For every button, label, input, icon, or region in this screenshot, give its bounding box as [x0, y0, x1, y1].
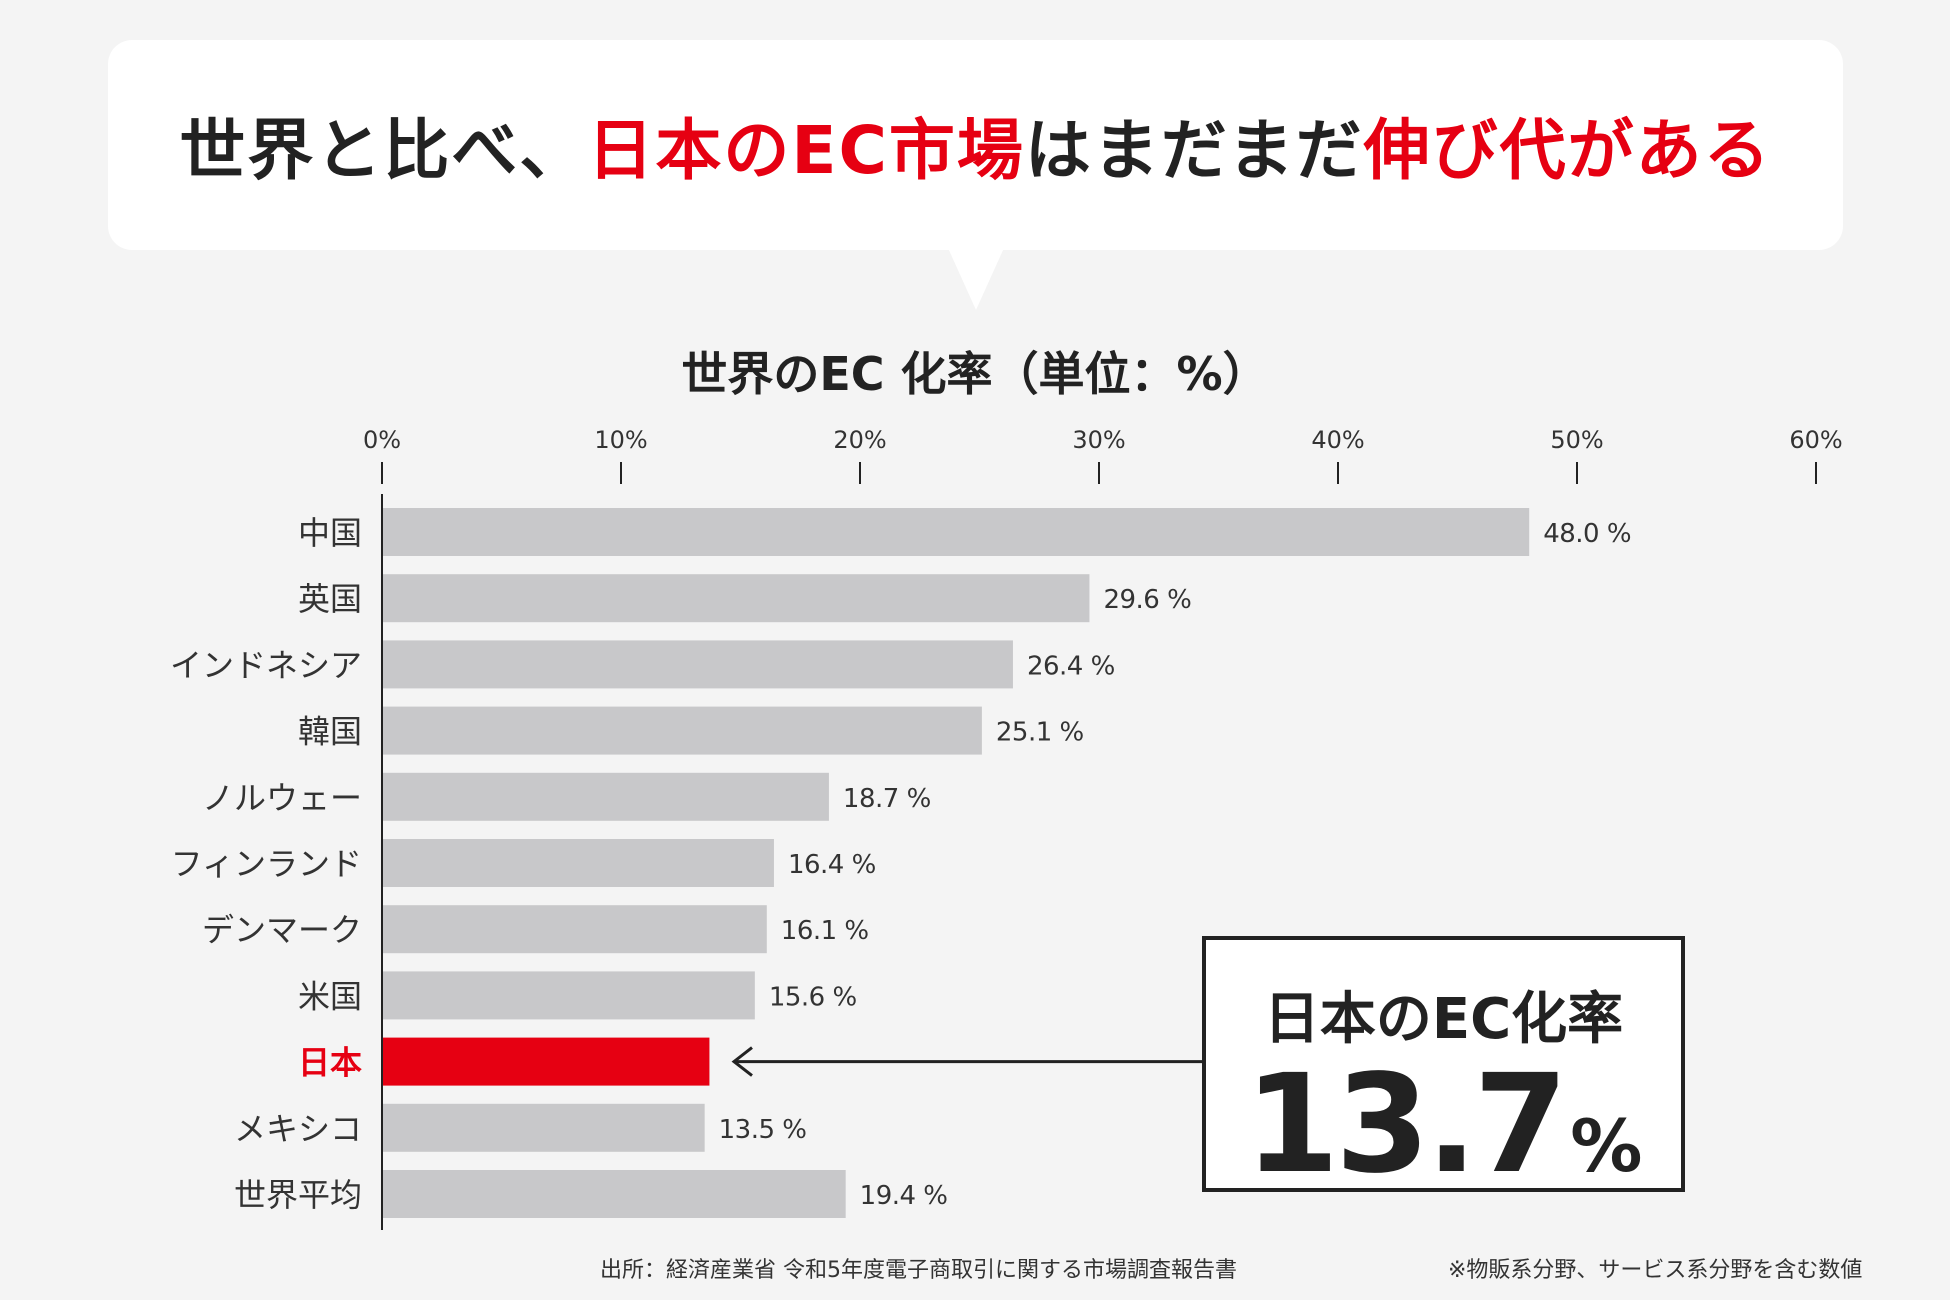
value-label-1: 29.6 %: [1103, 585, 1191, 615]
value-label-5: 16.4 %: [788, 850, 876, 880]
bar-10: [383, 1170, 846, 1218]
x-tick-label-40: 40%: [1311, 426, 1364, 454]
category-label-0: 中国: [298, 514, 362, 552]
x-tick-label-10: 10%: [594, 426, 647, 454]
source-note: 出所：経済産業省 令和5年度電子商取引に関する市場調査報告書: [600, 1258, 1237, 1283]
value-label-9: 13.5 %: [719, 1115, 807, 1145]
x-tick-label-60: 60%: [1789, 426, 1842, 454]
value-label-7: 15.6 %: [769, 982, 857, 1012]
value-label-10: 19.4 %: [860, 1181, 948, 1211]
headline-part1: 世界と比べ、: [179, 112, 588, 189]
bubble-tail: [948, 248, 1004, 310]
bar-5: [383, 839, 774, 887]
headline: 世界と比べ、日本のEC市場はまだまだ伸び代がある: [179, 97, 1771, 193]
category-label-7: 米国: [298, 977, 362, 1015]
callout-label: 日本のEC化率: [1263, 987, 1624, 1052]
x-tick-label-50: 50%: [1550, 426, 1603, 454]
category-label-10: 世界平均: [234, 1176, 362, 1214]
category-label-6: デンマーク: [202, 911, 362, 949]
category-label-1: 英国: [298, 580, 362, 618]
callout-box: 日本のEC化率 13.7%: [1202, 936, 1685, 1193]
headline-bubble: 世界と比べ、日本のEC市場はまだまだ伸び代がある: [108, 40, 1843, 250]
x-tick-label-30: 30%: [1072, 426, 1125, 454]
headline-part4: 伸び代がある: [1363, 112, 1772, 189]
x-tick-label-0: 0%: [363, 426, 401, 454]
value-label-4: 18.7 %: [843, 784, 931, 814]
callout-number: 13.7: [1244, 1046, 1569, 1204]
bar-2: [383, 640, 1013, 689]
value-label-3: 25.1 %: [996, 718, 1084, 748]
bar-8: [383, 1037, 710, 1086]
bar-3: [383, 706, 982, 755]
bar-4: [383, 772, 829, 821]
bar-1: [383, 574, 1090, 623]
category-label-3: 韓国: [298, 713, 362, 751]
category-label-8: 日本: [298, 1044, 362, 1082]
bar-9: [383, 1103, 705, 1152]
headline-part3: はまだまだ: [1024, 112, 1364, 189]
callout-value: 13.7%: [1206, 1057, 1681, 1193]
chart-title: 世界のEC 化率（単位：%）: [681, 347, 1269, 401]
x-tick-label-20: 20%: [833, 426, 886, 454]
category-label-2: インドネシア: [170, 646, 362, 684]
callout-unit: %: [1570, 1104, 1643, 1188]
value-label-6: 16.1 %: [781, 916, 869, 946]
bar-7: [383, 971, 755, 1020]
bar-0: [383, 508, 1530, 556]
value-label-2: 26.4 %: [1027, 651, 1115, 681]
category-label-4: ノルウェー: [202, 779, 362, 817]
footnote: ※物販系分野、サービス系分野を含む数値: [1448, 1258, 1863, 1283]
category-label-5: フィンランド: [171, 845, 362, 883]
bar-6: [383, 905, 767, 954]
category-label-9: メキシコ: [234, 1110, 362, 1148]
callout-arrow-head: [731, 1046, 753, 1077]
headline-part2: 日本のEC市場: [587, 112, 1025, 189]
value-label-0: 48.0 %: [1543, 519, 1631, 549]
